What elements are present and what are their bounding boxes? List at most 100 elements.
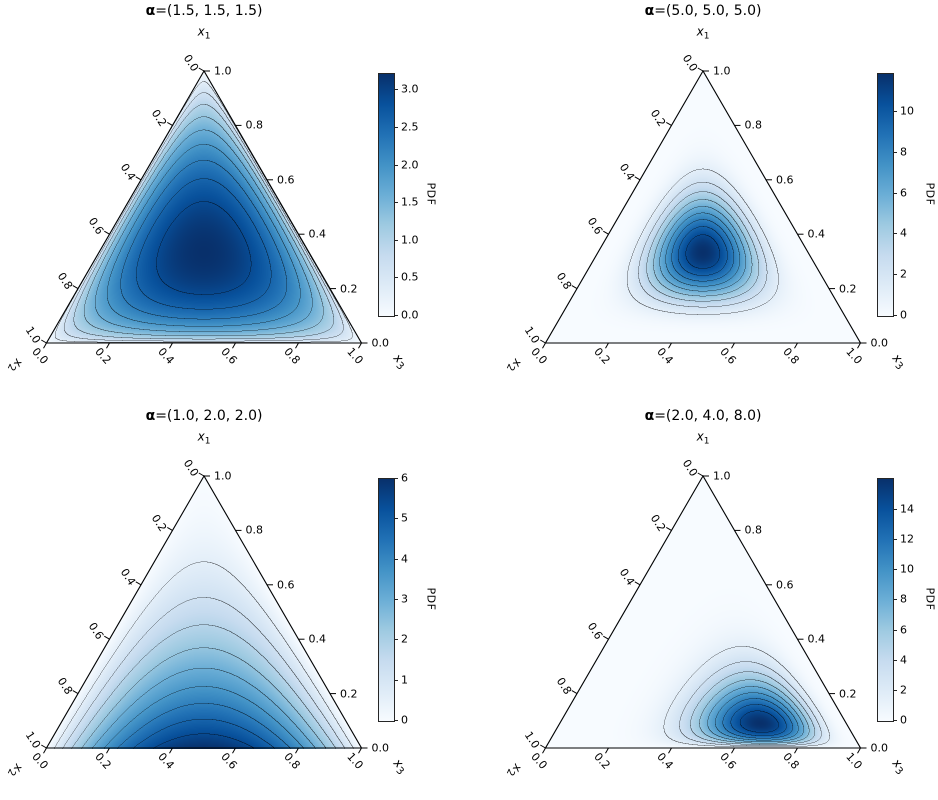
ternary-axes bbox=[540, 67, 867, 349]
title-alpha-values: =(5.0, 5.0, 5.0) bbox=[654, 3, 762, 19]
colorbar-tick-label: 0.5 bbox=[401, 270, 419, 284]
title-alpha-symbol: α bbox=[644, 408, 655, 424]
ternary-axes bbox=[540, 472, 867, 754]
colorbar-tick-mark bbox=[893, 689, 897, 691]
tick-mark-left bbox=[634, 176, 641, 181]
tick-mark-bottom bbox=[169, 342, 173, 349]
colorbar-tick-label: 1 bbox=[401, 673, 408, 687]
tick-mark-bottom bbox=[232, 747, 236, 754]
triangle-spine bbox=[45, 474, 363, 749]
colorbar-tick-label: 0 bbox=[900, 308, 907, 322]
colorbar-axis-label: PDF bbox=[923, 587, 937, 611]
tick-mark-left bbox=[603, 230, 609, 235]
tick-mark-left bbox=[666, 526, 672, 531]
axis-label-x1-base: x bbox=[696, 429, 704, 444]
colorbar-tick-mark bbox=[394, 202, 398, 204]
tick-mark-left bbox=[603, 635, 609, 640]
axis-label-x1-base: x bbox=[197, 429, 205, 444]
tick-mark-bottom bbox=[358, 342, 362, 349]
subplot-bottom-right: α=(2.0, 4.0, 8.0) x1 0.0 1.0 0.0 0.2 0.8 0.2 0.4… bbox=[499, 405, 938, 800]
tick-mark-left bbox=[72, 285, 79, 290]
axis-label-x1: x1 bbox=[198, 429, 211, 446]
tick-label-right: 0.4 bbox=[308, 632, 327, 646]
axis-label-x1: x1 bbox=[198, 24, 211, 41]
tick-mark-bottom bbox=[106, 747, 110, 754]
tick-mark-left bbox=[41, 744, 47, 749]
colorbar-tick-label: 10 bbox=[900, 562, 914, 576]
tick-mark-bottom bbox=[295, 342, 299, 349]
tick-mark-bottom bbox=[542, 342, 546, 349]
colorbar-tick-label: 1.5 bbox=[401, 195, 419, 209]
ternary-contour-canvas bbox=[499, 0, 938, 395]
subplot-title: α=(1.5, 1.5, 1.5) bbox=[146, 3, 263, 19]
tick-label-right: 0.0 bbox=[371, 336, 390, 350]
colorbar-tick-mark bbox=[394, 720, 398, 721]
tick-label-right: 1.0 bbox=[214, 64, 232, 78]
axis-label-x1-sub: 1 bbox=[703, 436, 710, 447]
title-alpha-values: =(2.0, 4.0, 8.0) bbox=[654, 408, 762, 424]
colorbar-tick-mark bbox=[394, 126, 398, 128]
colorbar-tick-label: 8 bbox=[900, 592, 907, 606]
tick-label-right: 0.8 bbox=[245, 523, 264, 537]
colorbar-gradient bbox=[379, 479, 394, 721]
subplot-title: α=(1.0, 2.0, 2.0) bbox=[146, 408, 263, 424]
tick-mark-left bbox=[104, 635, 110, 640]
colorbar-tick-label: 4 bbox=[900, 653, 907, 667]
title-alpha-values: =(1.0, 2.0, 2.0) bbox=[155, 408, 263, 424]
tick-mark-left bbox=[540, 744, 546, 749]
colorbar-tick-label: 1.0 bbox=[401, 233, 419, 247]
tick-mark-left bbox=[104, 230, 110, 235]
colorbar-axis-label: PDF bbox=[424, 182, 438, 206]
tick-mark-left bbox=[41, 339, 47, 344]
tick-mark-left bbox=[135, 176, 142, 181]
tick-mark-left bbox=[167, 121, 173, 126]
tick-mark-left bbox=[167, 526, 173, 531]
tick-mark-left bbox=[634, 581, 641, 586]
ternary-axes bbox=[41, 67, 368, 349]
tick-label-right: 0.2 bbox=[839, 687, 857, 701]
axis-label-x1-base: x bbox=[197, 24, 205, 39]
tick-mark-left bbox=[697, 472, 704, 477]
colorbar-tick-mark bbox=[394, 239, 398, 241]
colorbar-tick-label: 14 bbox=[900, 502, 914, 516]
tick-mark-bottom bbox=[542, 747, 546, 754]
tick-mark-bottom bbox=[106, 342, 110, 349]
tick-label-right: 0.2 bbox=[839, 282, 857, 296]
ternary-axes bbox=[41, 472, 368, 754]
axis-label-x1-base: x bbox=[696, 24, 704, 39]
tick-label-right: 0.4 bbox=[807, 227, 826, 241]
colorbar-tick-label: 4 bbox=[900, 226, 907, 240]
tick-label-right: 0.2 bbox=[340, 687, 358, 701]
tick-mark-bottom bbox=[668, 342, 672, 349]
subplot-title: α=(5.0, 5.0, 5.0) bbox=[645, 3, 762, 19]
tick-label-right: 1.0 bbox=[713, 469, 731, 483]
colorbar-tick-mark bbox=[394, 639, 398, 641]
colorbar bbox=[877, 73, 894, 317]
colorbar-tick-mark bbox=[394, 164, 398, 166]
axis-label-x1-sub: 1 bbox=[703, 31, 710, 42]
colorbar-tick-label: 12 bbox=[900, 532, 914, 546]
colorbar-tick-mark bbox=[893, 315, 897, 316]
tick-mark-left bbox=[666, 121, 672, 126]
tick-mark-left bbox=[571, 285, 578, 290]
tick-label-right: 0.2 bbox=[340, 282, 358, 296]
axis-label-x1: x1 bbox=[697, 429, 710, 446]
tick-label-right: 0.0 bbox=[371, 741, 390, 755]
colorbar-tick-label: 8 bbox=[900, 145, 907, 159]
colorbar-gradient bbox=[878, 74, 893, 316]
subplot-top-right: α=(5.0, 5.0, 5.0) x1 0.0 1.0 0.0 0.2 0.8 0.2 0.4… bbox=[499, 0, 938, 395]
tick-mark-left bbox=[72, 690, 79, 695]
axis-label-x1-sub: 1 bbox=[204, 436, 211, 447]
triangle-spine bbox=[544, 69, 862, 344]
axis-label-x1-sub: 1 bbox=[204, 31, 211, 42]
tick-mark-left bbox=[571, 690, 578, 695]
colorbar-tick-label: 2 bbox=[900, 267, 907, 281]
tick-mark-left bbox=[135, 581, 142, 586]
colorbar-tick-label: 0 bbox=[900, 713, 907, 727]
colorbar-tick-label: 10 bbox=[900, 104, 914, 118]
tick-label-right: 0.4 bbox=[807, 632, 826, 646]
tick-mark-bottom bbox=[605, 747, 609, 754]
colorbar-tick-mark bbox=[893, 629, 897, 631]
tick-label-right: 1.0 bbox=[713, 64, 731, 78]
